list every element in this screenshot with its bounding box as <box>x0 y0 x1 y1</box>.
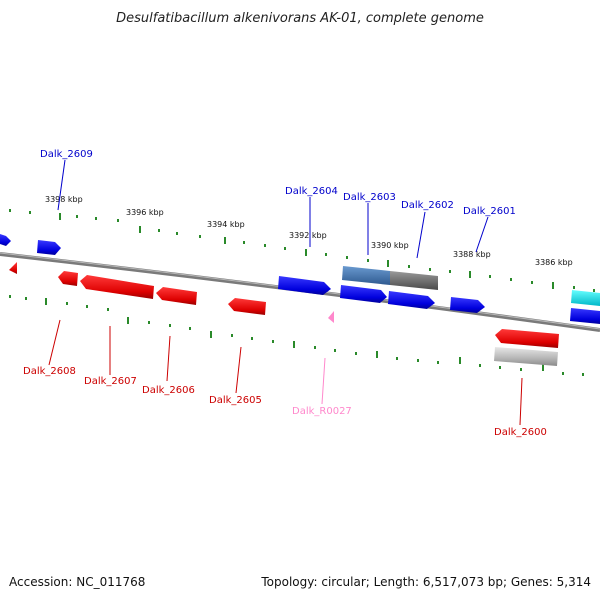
gene-feature-forward[interactable] <box>450 297 485 313</box>
gene-feature-reverse[interactable] <box>58 271 78 286</box>
genome-backbone <box>0 252 600 332</box>
gene-label-reverse[interactable]: Dalk_2600 <box>494 427 547 438</box>
tick-label: 3390 kbp <box>371 241 409 250</box>
gene-feature-forward[interactable] <box>570 308 600 324</box>
reverse-genes <box>9 262 559 366</box>
gene-label-reverse[interactable]: Dalk_2605 <box>209 395 262 406</box>
gene-label-reverse[interactable]: Dalk_2607 <box>84 376 137 387</box>
gene-label-forward[interactable]: Dalk_2603 <box>343 192 396 203</box>
tick-label: 3386 kbp <box>535 258 573 267</box>
gene-label-reverse[interactable]: Dalk_2608 <box>23 366 76 377</box>
forward-genes <box>0 234 600 324</box>
gene-feature-reverse[interactable] <box>9 262 17 274</box>
rna-feature[interactable] <box>328 311 334 323</box>
gene-feature-selected[interactable] <box>390 271 438 290</box>
gene-label-forward[interactable]: Dalk_2601 <box>463 206 516 217</box>
accession-text: Accession: NC_011768 <box>9 575 145 589</box>
tick-label: 3396 kbp <box>126 208 164 217</box>
tick-label: 3388 kbp <box>453 250 491 259</box>
gene-feature-forward[interactable] <box>340 285 387 303</box>
tick-label: 3398 kbp <box>45 195 83 204</box>
gene-feature-forward[interactable] <box>0 234 11 246</box>
gene-feature-forward[interactable] <box>37 240 61 255</box>
inner-tick-row <box>9 295 584 376</box>
outer-tick-row <box>9 209 595 292</box>
gene-feature-forward[interactable] <box>388 291 435 309</box>
gene-feature-reverse[interactable] <box>495 329 559 348</box>
genome-title: Desulfatibacillum alkenivorans AK-01, co… <box>116 11 484 26</box>
top-label-leaders <box>57 159 489 259</box>
gene-label-forward[interactable]: Dalk_2609 <box>40 149 93 160</box>
gene-feature-pseudo[interactable] <box>494 347 558 366</box>
gene-label-reverse[interactable]: Dalk_2606 <box>142 385 195 396</box>
gene-feature-highlight[interactable] <box>571 290 600 306</box>
genome-summary-text: Topology: circular; Length: 6,517,073 bp… <box>260 575 591 589</box>
gene-feature-reverse[interactable] <box>228 298 266 315</box>
gene-feature-reverse[interactable] <box>156 287 197 305</box>
gene-feature-selected[interactable] <box>342 266 390 285</box>
gene-label-forward[interactable]: Dalk_2602 <box>401 200 454 211</box>
rna-leader <box>321 357 326 405</box>
tick-label: 3392 kbp <box>289 231 327 240</box>
gene-feature-reverse[interactable] <box>80 275 154 299</box>
gene-label-forward[interactable]: Dalk_2604 <box>285 186 338 197</box>
bottom-label-leaders <box>48 319 523 426</box>
tick-label: 3394 kbp <box>207 220 245 229</box>
gene-feature-forward[interactable] <box>278 276 331 295</box>
rna-label[interactable]: Dalk_R0027 <box>292 406 352 417</box>
